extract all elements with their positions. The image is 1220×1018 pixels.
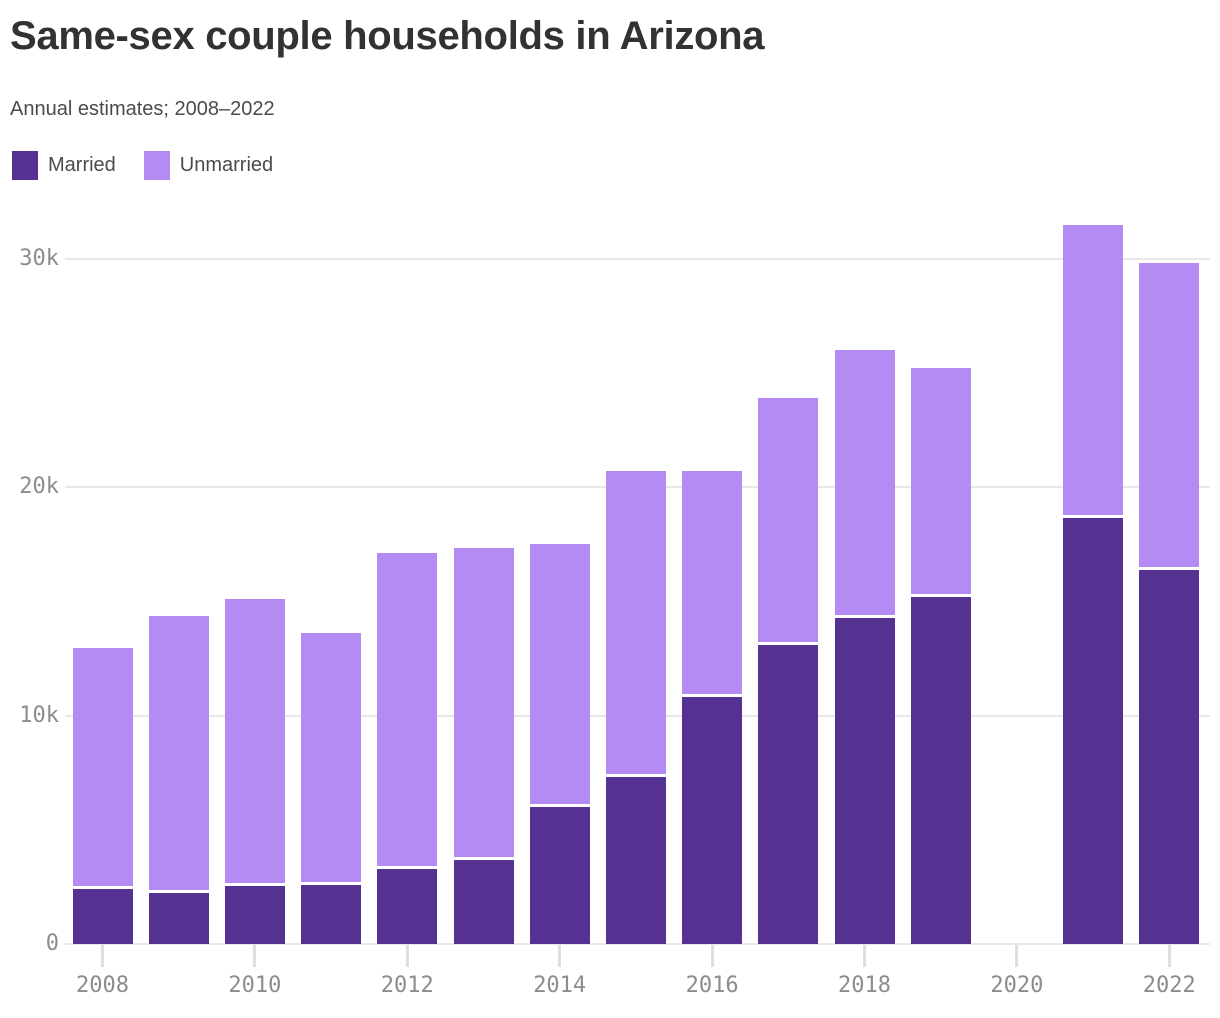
gridline-0: [65, 943, 1210, 945]
x-axis-label-2018: 2018: [838, 973, 891, 998]
bar-2019-unmarried: [910, 367, 971, 594]
bar-2011-married: [301, 884, 362, 944]
y-axis-label-0: 0: [45, 931, 59, 956]
bar-2009-married: [148, 892, 209, 944]
x-axis-tick-2020: [1015, 945, 1019, 967]
bar-2014-unmarried: [529, 543, 590, 804]
legend-label-married: Married: [48, 154, 116, 176]
bar-2013-unmarried: [453, 548, 514, 857]
x-axis-tick-2016: [710, 945, 714, 967]
bar-2019-married: [910, 596, 971, 944]
bar-2008-married: [72, 889, 133, 944]
bar-2010-married: [224, 885, 285, 944]
bar-2009-unmarried: [148, 615, 209, 890]
unmarried-swatch-icon: [143, 151, 170, 180]
legend-item-unmarried: Unmarried: [143, 151, 274, 180]
chart-subtitle: Annual estimates; 2008–2022: [10, 98, 275, 120]
x-axis-tick-2014: [558, 945, 562, 967]
bar-2017-unmarried: [758, 397, 819, 642]
x-axis-label-2008: 2008: [76, 973, 129, 998]
legend: Married Unmarried: [12, 151, 273, 180]
bar-2014-married: [529, 807, 590, 944]
legend-label-unmarried: Unmarried: [179, 154, 274, 176]
bar-2016-married: [682, 697, 743, 944]
bar-2017-married: [758, 644, 819, 944]
x-axis-tick-2010: [253, 945, 257, 967]
chart-title: Same-sex couple households in Arizona: [10, 14, 765, 58]
x-axis-label-2022: 2022: [1142, 973, 1196, 998]
legend-item-married: Married: [12, 151, 116, 180]
bar-2010-unmarried: [224, 598, 285, 883]
bar-2022-unmarried: [1139, 262, 1200, 567]
x-axis-label-2020: 2020: [990, 973, 1044, 998]
x-axis-label-2010: 2010: [228, 973, 282, 998]
bar-2016-unmarried: [682, 470, 743, 695]
bar-2011-unmarried: [301, 632, 362, 882]
x-axis-tick-2008: [101, 945, 104, 967]
bar-2021-unmarried: [1063, 225, 1124, 516]
bar-2021-married: [1063, 518, 1124, 944]
bar-2015-unmarried: [605, 470, 666, 775]
x-axis-tick-2022: [1167, 945, 1171, 967]
x-axis-label-2014: 2014: [533, 973, 587, 998]
x-axis-tick-2018: [863, 945, 866, 967]
bar-2015-married: [605, 777, 666, 944]
y-axis-label-30k: 30k: [19, 246, 59, 272]
bar-2013-married: [453, 859, 514, 944]
gridline-30k: [65, 258, 1210, 261]
x-axis-label-2012: 2012: [380, 973, 434, 998]
bar-2018-married: [834, 617, 895, 944]
bar-2012-unmarried: [377, 552, 438, 866]
bar-2008-unmarried: [72, 647, 133, 887]
married-swatch-icon: [12, 151, 38, 180]
y-axis-label-20k: 20k: [19, 474, 59, 500]
x-axis-label-2016: 2016: [685, 973, 739, 998]
bar-2012-married: [377, 868, 438, 944]
y-axis-label-10k: 10k: [19, 702, 59, 728]
bar-2022-married: [1139, 569, 1200, 944]
bar-2018-unmarried: [834, 349, 895, 615]
x-axis-tick-2012: [405, 945, 409, 967]
